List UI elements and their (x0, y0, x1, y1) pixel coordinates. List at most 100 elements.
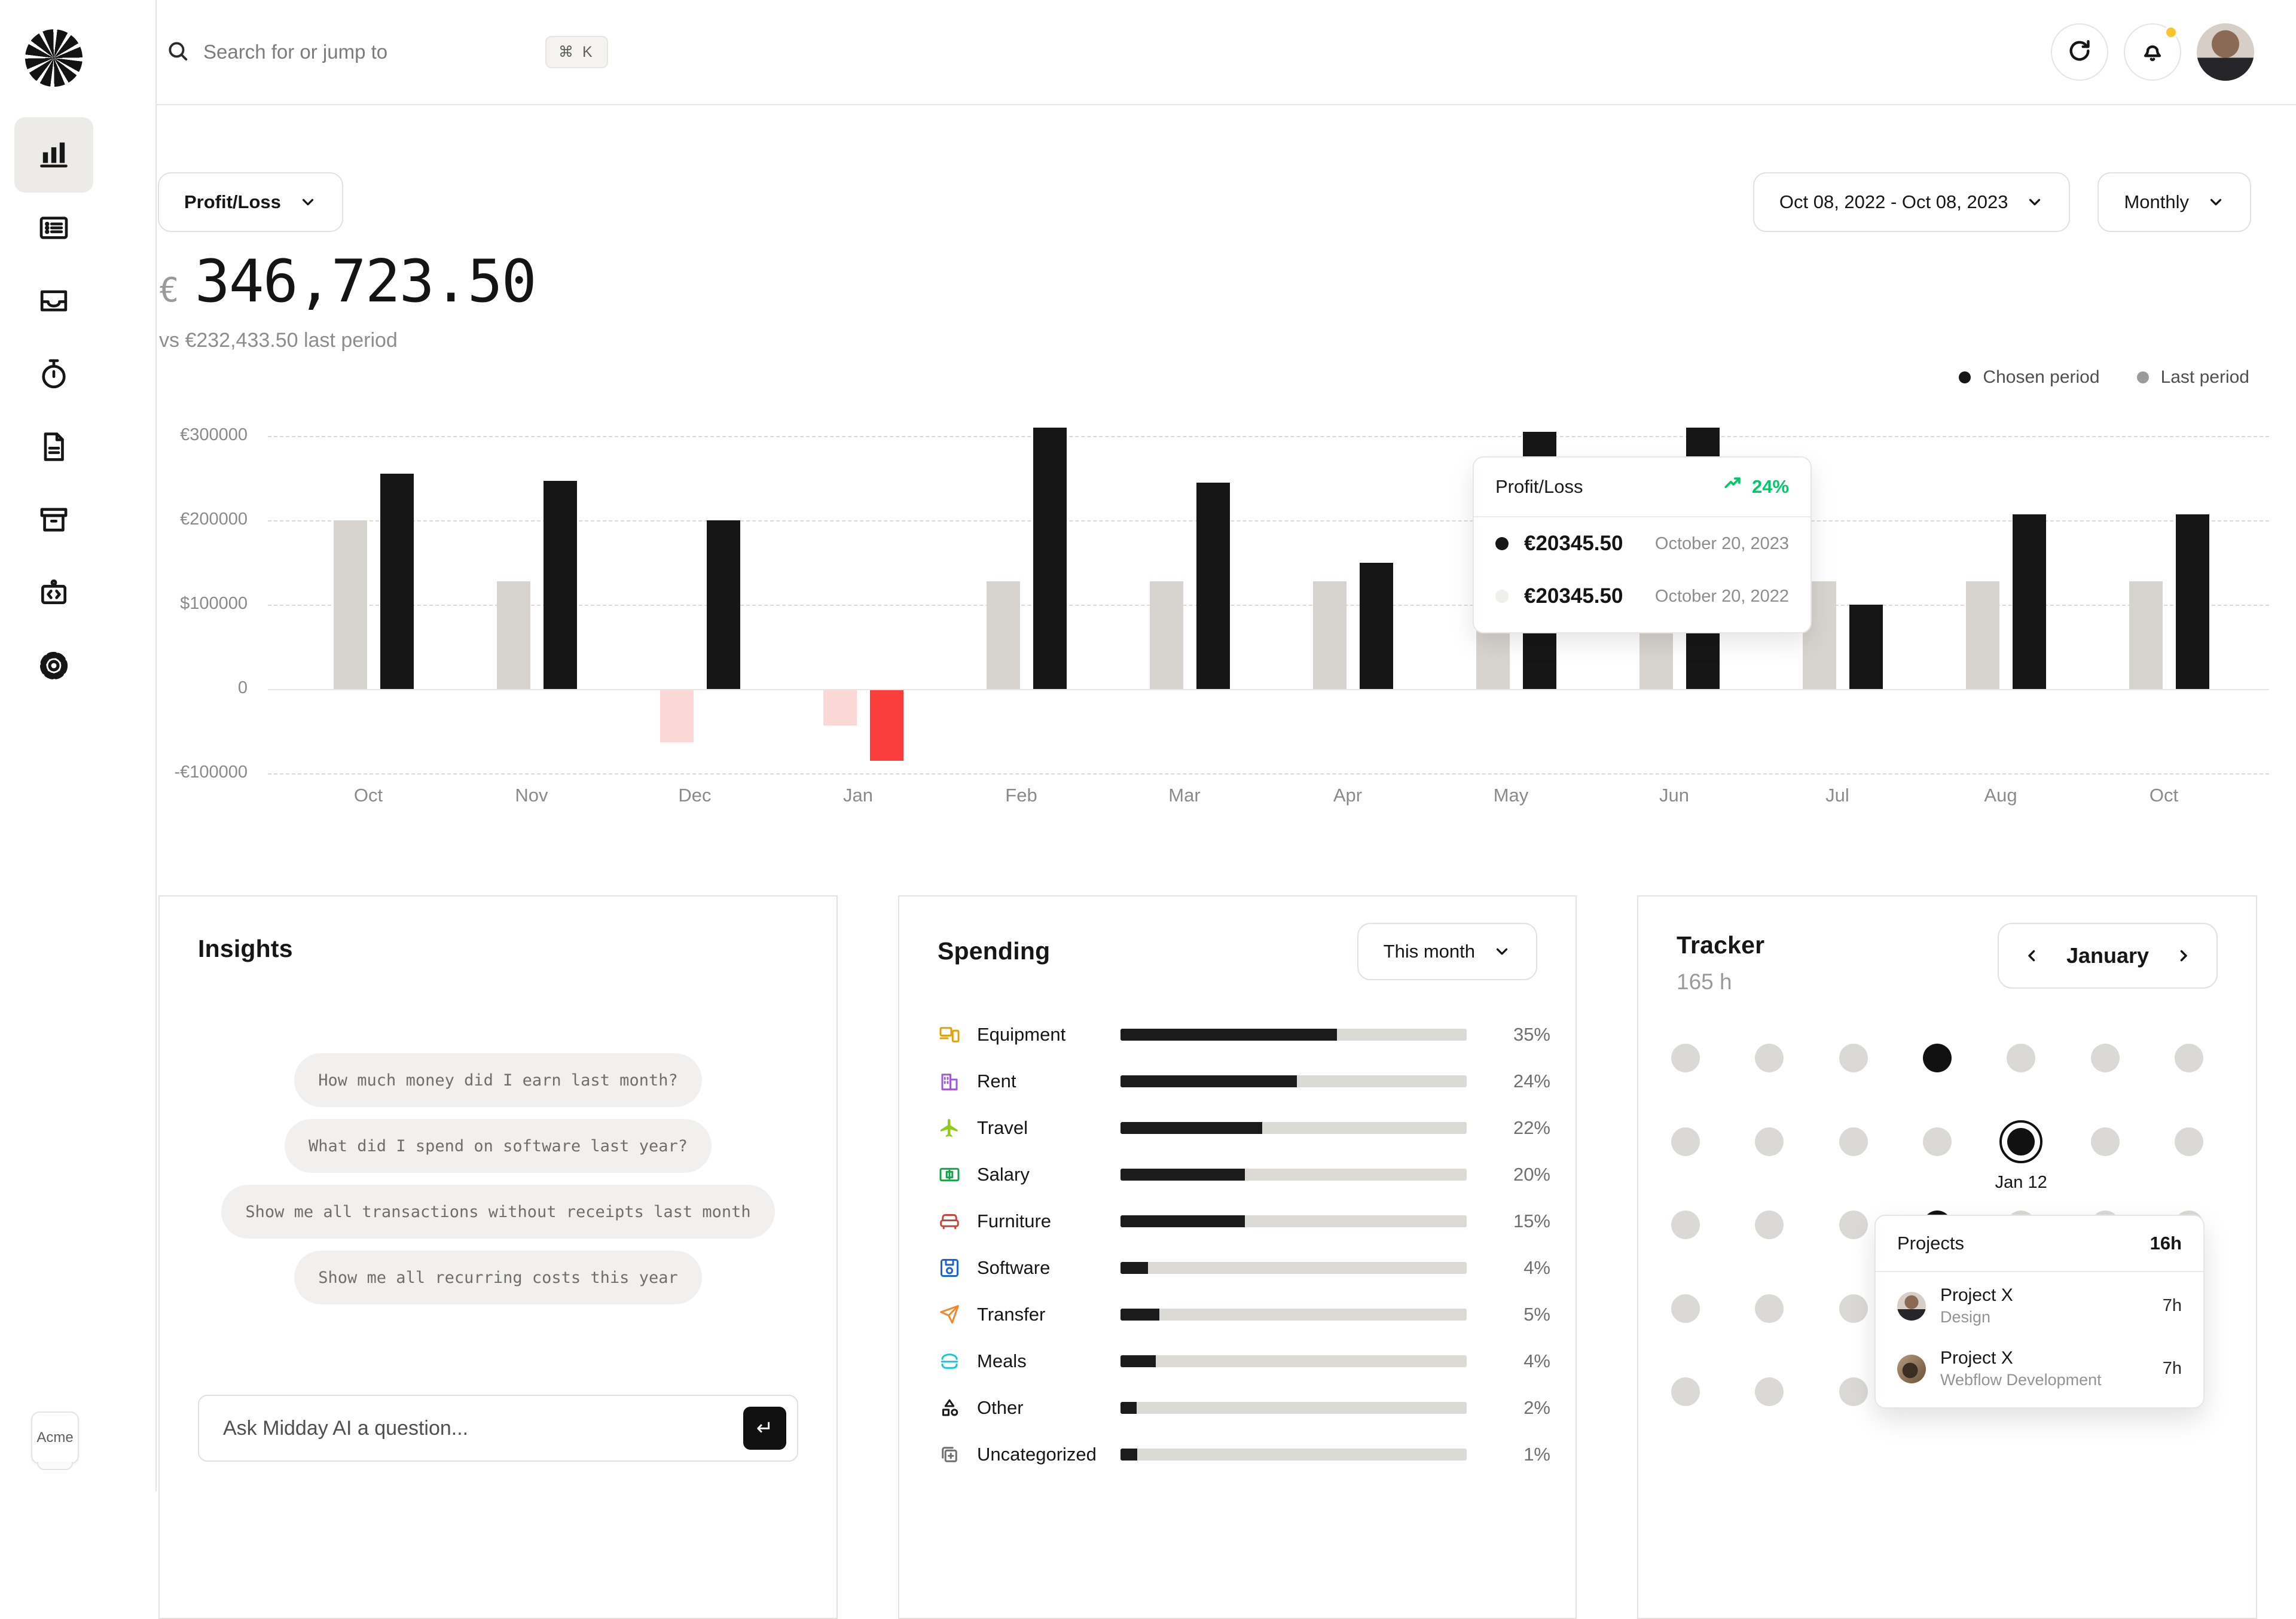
notifications-button[interactable] (2124, 23, 2181, 81)
bar-chosen-period[interactable] (1033, 428, 1067, 689)
spending-percent: 1% (1467, 1444, 1550, 1465)
bar-last-period[interactable] (497, 581, 530, 689)
ask-ai-input[interactable] (199, 1396, 797, 1461)
spending-percent: 4% (1467, 1350, 1550, 1372)
bar-last-period[interactable] (334, 520, 367, 689)
bar-chosen-period[interactable] (707, 520, 740, 689)
day-dot[interactable] (1755, 1211, 1784, 1239)
sidebar-item-transactions[interactable] (14, 193, 93, 266)
selected-day-label: Jan 12 (1973, 1173, 2069, 1193)
submit-question-button[interactable]: ↵ (743, 1407, 786, 1450)
day-dot[interactable] (1839, 1211, 1868, 1239)
team-switcher[interactable]: Acme (31, 1411, 79, 1464)
sidebar-item-invoices[interactable] (14, 411, 93, 484)
tooltip-dot-chosen (1495, 537, 1509, 550)
insight-suggestion-chip[interactable]: How much money did I earn last month? (294, 1053, 701, 1107)
midday-logo[interactable] (25, 29, 83, 87)
spending-row-travel[interactable]: Travel 22% (938, 1105, 1550, 1151)
day-dot[interactable] (2091, 1044, 2120, 1072)
bar-chosen-period[interactable] (2013, 514, 2046, 689)
notification-dot (2164, 26, 2178, 39)
x-axis-label: Oct (320, 785, 416, 806)
insight-suggestion-chip[interactable]: What did I spend on software last year? (285, 1119, 712, 1173)
day-dot[interactable] (1839, 1127, 1868, 1156)
tooltip-title: Profit/Loss (1495, 476, 1583, 498)
bar-chosen-period[interactable] (2176, 514, 2209, 689)
day-dot[interactable] (2007, 1044, 2035, 1072)
bar-last-period[interactable] (660, 690, 694, 742)
day-dot[interactable] (1755, 1127, 1784, 1156)
bar-chosen-period[interactable] (1360, 563, 1393, 690)
insight-suggestion-chip[interactable]: Show me all transactions without receipt… (221, 1185, 774, 1239)
user-avatar[interactable] (2197, 23, 2254, 81)
day-dot[interactable] (1671, 1294, 1700, 1323)
bar-last-period[interactable] (1966, 581, 1999, 689)
day-dot[interactable] (1839, 1044, 1868, 1072)
project-entry[interactable]: Project X Webflow Development 7h (1876, 1335, 2203, 1407)
bar-chosen-period[interactable] (544, 481, 577, 689)
spending-progress-fill (1120, 1262, 1148, 1274)
bar-last-period[interactable] (987, 581, 1020, 689)
day-dot[interactable] (1755, 1294, 1784, 1323)
spending-progress-track (1120, 1122, 1467, 1134)
global-search[interactable]: ⌘ K (166, 36, 608, 68)
projects-popup-title: Projects (1897, 1233, 1964, 1254)
day-dot[interactable] (1671, 1044, 1700, 1072)
bar-chosen-period[interactable] (1849, 605, 1883, 689)
tooltip-value: €20345.50 (1524, 532, 1623, 556)
day-dot[interactable] (1671, 1211, 1700, 1239)
sidebar-item-settings[interactable] (14, 630, 93, 703)
sidebar-item-vault[interactable] (14, 484, 93, 557)
day-dot[interactable] (1755, 1044, 1784, 1072)
project-entry[interactable]: Project X Design 7h (1876, 1272, 2203, 1335)
spending-category-label: Salary (977, 1164, 1120, 1185)
insight-suggestions: How much money did I earn last month? Wha… (160, 1053, 836, 1304)
spending-period-select[interactable]: This month (1357, 923, 1537, 980)
day-dot[interactable] (1923, 1127, 1952, 1156)
sidebar-item-inbox[interactable] (14, 266, 93, 339)
bar-chosen-period[interactable] (870, 690, 903, 761)
sidebar-item-tracker[interactable] (14, 339, 93, 411)
other-icon (938, 1396, 961, 1420)
day-dot[interactable] (1671, 1377, 1700, 1406)
day-dot[interactable] (2175, 1127, 2203, 1156)
project-hours: 7h (2163, 1359, 2182, 1379)
day-dot[interactable] (1671, 1127, 1700, 1156)
bar-last-period[interactable] (1313, 581, 1347, 689)
search-input[interactable] (203, 41, 538, 63)
spending-percent: 22% (1467, 1117, 1550, 1139)
day-dot-selected[interactable] (1999, 1120, 2042, 1163)
day-dot[interactable] (2091, 1127, 2120, 1156)
bar-last-period[interactable] (823, 690, 857, 725)
day-dot[interactable] (1839, 1294, 1868, 1323)
topbar: ⌘ K (157, 0, 2296, 105)
insight-suggestion-chip[interactable]: Show me all recurring costs this year (294, 1251, 701, 1304)
uncategorized-icon (938, 1443, 961, 1466)
bar-chosen-period[interactable] (380, 474, 414, 689)
bar-last-period[interactable] (1150, 581, 1183, 689)
day-dot[interactable] (2175, 1044, 2203, 1072)
sidebar-item-overview[interactable] (14, 117, 93, 193)
bar-last-period[interactable] (2129, 581, 2163, 689)
day-dot[interactable] (1839, 1377, 1868, 1406)
spending-progress-track (1120, 1029, 1467, 1041)
day-dot-tracked[interactable] (1923, 1044, 1952, 1072)
x-axis-label: Jul (1790, 785, 1885, 806)
spending-category-label: Travel (977, 1117, 1120, 1139)
refresh-button[interactable] (2051, 23, 2108, 81)
spending-progress-track (1120, 1309, 1467, 1321)
day-dot[interactable] (1755, 1377, 1784, 1406)
sidebar-item-apps[interactable] (14, 557, 93, 630)
transfer-icon (938, 1303, 961, 1327)
x-axis-label: Mar (1137, 785, 1232, 806)
bar-chosen-period[interactable] (1196, 483, 1230, 689)
